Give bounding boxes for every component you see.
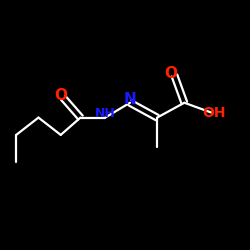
Text: N: N [124,92,136,106]
Text: O: O [164,66,177,80]
Text: OH: OH [202,106,226,120]
Text: NH: NH [95,107,116,120]
Text: O: O [54,88,67,103]
